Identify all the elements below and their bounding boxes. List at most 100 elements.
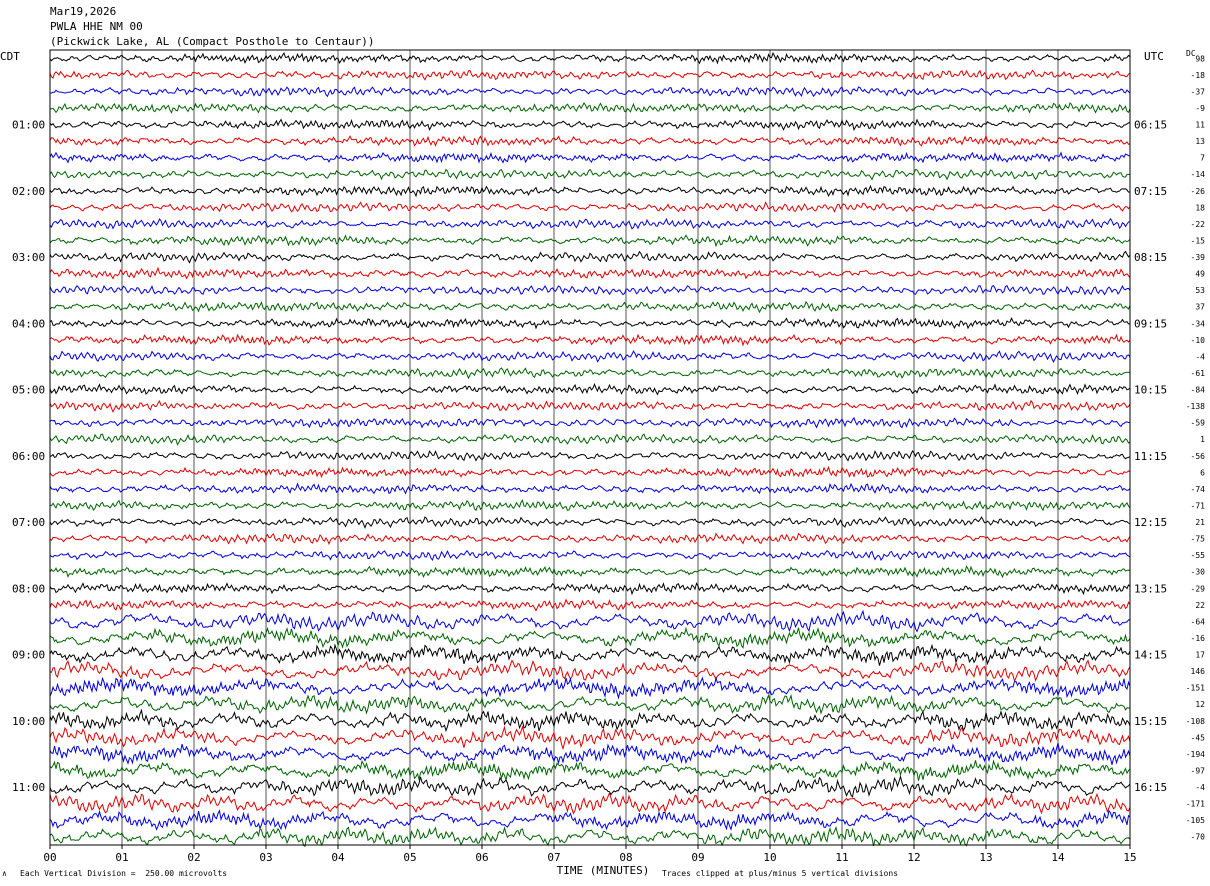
x-tick-label: 13 (979, 851, 992, 864)
dc-header-label: DC (1186, 49, 1196, 58)
seismic-trace (49, 151, 1131, 164)
seismic-trace (49, 399, 1131, 414)
dc-offset-value: 146 (1191, 667, 1206, 676)
scale-note: Each Vertical Division = 250.00 microvol… (20, 869, 228, 878)
chart-location: (Pickwick Lake, AL (Compact Posthole to … (50, 35, 375, 48)
dc-offset-value: -45 (1191, 733, 1206, 742)
right-hour-label: 09:15 (1134, 317, 1167, 330)
dc-offset-value: -16 (1191, 634, 1206, 643)
x-tick-label: 04 (331, 851, 345, 864)
left-hour-label: 08:00 (12, 582, 45, 595)
dc-offset-value: 11 (1195, 121, 1205, 130)
right-hour-label: 13:15 (1134, 582, 1167, 595)
chart-date: Mar19,2026 (50, 5, 117, 18)
seismic-trace (49, 532, 1131, 546)
dc-offset-value: 98 (1195, 54, 1205, 63)
seismic-trace (49, 809, 1131, 832)
dc-offset-value: -15 (1191, 236, 1206, 245)
left-hour-label: 03:00 (12, 251, 45, 264)
x-tick-label: 05 (403, 851, 416, 864)
dc-offset-value: -71 (1191, 501, 1206, 510)
x-tick-label: 06 (475, 851, 488, 864)
x-tick-label: 08 (619, 851, 632, 864)
seismic-trace (50, 102, 1131, 114)
dc-offset-value: 17 (1195, 651, 1205, 660)
seismic-trace (49, 499, 1131, 512)
chart-channel: PWLA HHE NM 00 (50, 20, 143, 33)
x-tick-label: 15 (1123, 851, 1136, 864)
seismic-trace (49, 350, 1131, 364)
seismic-trace (49, 582, 1131, 596)
clip-note: Traces clipped at plus/minus 5 vertical … (662, 869, 899, 878)
dc-offset-value: 18 (1195, 203, 1205, 212)
left-hour-label: 04:00 (12, 317, 45, 330)
dc-offset-value: 13 (1195, 137, 1205, 146)
seismic-trace (49, 759, 1131, 782)
dc-offset-value: -151 (1186, 684, 1205, 693)
right-hour-label: 07:15 (1134, 185, 1167, 198)
dc-offset-value: -30 (1191, 568, 1206, 577)
seismic-trace (49, 676, 1131, 700)
vertical-grid (121, 50, 1059, 845)
dc-offset-value: -37 (1191, 87, 1206, 96)
left-hour-label: 11:00 (12, 781, 45, 794)
dc-offset-value: -18 (1191, 71, 1206, 80)
dc-offset-value: -84 (1191, 386, 1206, 395)
dc-offset-value: -97 (1191, 766, 1206, 775)
seismic-trace (49, 742, 1131, 765)
dc-offset-value: -74 (1191, 485, 1206, 494)
seismic-trace (49, 659, 1131, 683)
right-hour-label: 06:15 (1134, 119, 1167, 132)
dc-offset-value: -59 (1191, 419, 1206, 428)
dc-offset-value: -10 (1191, 336, 1206, 345)
seismic-trace (49, 565, 1131, 579)
x-tick-label: 10 (763, 851, 776, 864)
seismic-trace (49, 184, 1131, 198)
x-tick-label: 07 (547, 851, 560, 864)
seismic-trace (49, 382, 1131, 396)
seismic-trace (49, 86, 1131, 98)
dc-offset-value: -105 (1186, 816, 1205, 825)
dc-offset-value: 22 (1195, 601, 1205, 610)
dc-offset-value: 53 (1195, 286, 1205, 295)
right-hour-labels: 06:15 07:15 08:15 09:15 10:15 11:15 12:15 13:15… (1134, 119, 1167, 795)
seismic-trace (49, 433, 1131, 446)
seismic-trace (49, 626, 1131, 649)
x-tick-label: 03 (259, 851, 272, 864)
left-hour-label: 06:00 (12, 450, 45, 463)
dc-offset-value: 7 (1200, 154, 1205, 163)
dc-offset-value: -56 (1191, 452, 1206, 461)
seismic-trace (49, 516, 1131, 529)
dc-offset-value: -171 (1186, 800, 1205, 809)
corner-mark: ∧ (2, 869, 7, 878)
seismic-trace (49, 549, 1131, 561)
right-hour-label: 10:15 (1134, 384, 1167, 397)
seismic-trace (49, 643, 1131, 666)
right-hour-label: 15:15 (1134, 715, 1167, 728)
seismic-trace (49, 725, 1131, 751)
seismic-trace (49, 317, 1131, 330)
seismic-trace (49, 300, 1131, 314)
dc-offset-value: -4 (1195, 352, 1205, 361)
dc-offset-value: -138 (1186, 402, 1205, 411)
dc-offset-value: -29 (1191, 584, 1206, 593)
left-hour-labels: 01:00 02:00 03:00 04:00 05:00 06:00 07:00 08:00… (12, 119, 45, 795)
dc-offset-value: 6 (1200, 468, 1205, 477)
seismic-trace (49, 217, 1131, 230)
seismic-trace (49, 465, 1131, 479)
right-timezone-label: UTC (1144, 50, 1164, 63)
dc-offset-value: -194 (1186, 750, 1205, 759)
dc-offset-value: -55 (1191, 551, 1206, 560)
dc-offset-value: -39 (1191, 253, 1206, 262)
seismic-trace (49, 234, 1131, 248)
seismic-trace (49, 693, 1130, 715)
left-hour-label: 02:00 (12, 185, 45, 198)
seismic-trace (49, 482, 1131, 495)
dc-offset-value: -34 (1191, 319, 1206, 328)
seismic-trace (49, 598, 1131, 612)
dc-offset-value: 49 (1195, 270, 1205, 279)
seismic-trace (49, 708, 1131, 733)
seismic-trace (49, 250, 1131, 264)
dc-offset-value: -22 (1191, 220, 1206, 229)
